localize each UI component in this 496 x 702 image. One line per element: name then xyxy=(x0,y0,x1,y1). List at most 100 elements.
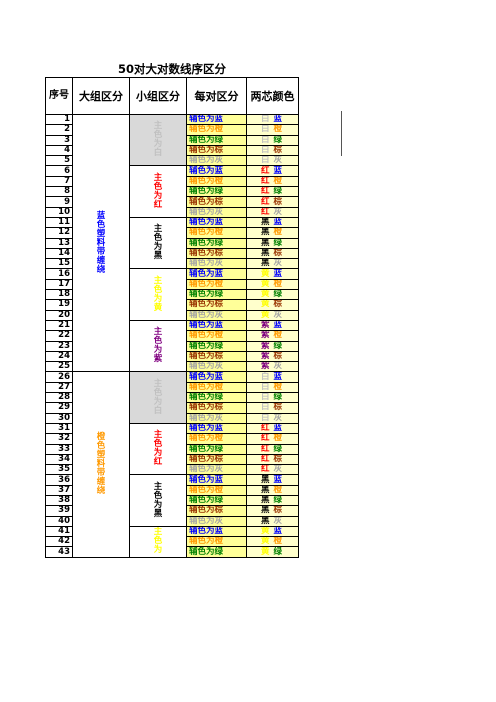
row-number: 30 xyxy=(45,412,73,424)
two-color-cell: 红棕 xyxy=(245,453,300,466)
main-color: 黄 xyxy=(261,536,270,547)
aux-color: 绿 xyxy=(273,392,283,403)
pair-cell: 辅色为蓝 xyxy=(186,113,247,126)
big-group-cell: 蓝色塑料带缠绕 xyxy=(72,113,130,373)
two-color-cell: 紫橙 xyxy=(245,330,300,342)
main-color: 黑 xyxy=(261,474,270,485)
two-color-cell: 红蓝 xyxy=(245,422,300,435)
main-color: 黑 xyxy=(261,227,270,238)
main-color: 黑 xyxy=(261,495,270,506)
aux-color: 蓝 xyxy=(273,423,283,434)
row-number: 39 xyxy=(45,505,73,517)
table-row: 19 辅色为棕黄棕 xyxy=(45,299,300,311)
main-color: 白 xyxy=(261,124,270,135)
main-color: 红 xyxy=(261,186,270,197)
aux-color: 棕 xyxy=(273,454,283,464)
pair-cell: 辅色为橙 xyxy=(186,175,247,188)
row-number: 12 xyxy=(45,227,73,239)
two-color-cell: 红绿 xyxy=(245,443,300,455)
sub-group-label: 主色为 xyxy=(153,527,163,556)
row-number: 34 xyxy=(45,453,73,466)
main-color: 黄 xyxy=(261,299,270,310)
big-group-label: 蓝色塑料带缠绕 xyxy=(96,210,106,275)
aux-color: 棕 xyxy=(273,402,283,413)
row-number: 32 xyxy=(45,433,73,445)
pair-cell: 辅色为蓝 xyxy=(186,422,247,435)
main-color: 黄 xyxy=(261,268,270,279)
main-color: 红 xyxy=(261,176,270,186)
table-row: 20 辅色为灰黄灰 xyxy=(45,309,300,321)
aux-color: 橙 xyxy=(273,433,283,444)
aux-color: 棕 xyxy=(273,196,283,207)
row-number: 26 xyxy=(45,371,73,383)
table-row: 41 主色为 辅色为蓝黄蓝 xyxy=(45,525,300,558)
row-number: 36 xyxy=(45,474,73,486)
main-color: 红 xyxy=(261,165,270,176)
two-color-cell: 黄蓝 xyxy=(245,525,300,538)
main-color: 白 xyxy=(261,382,270,392)
column-header: 小组区分 xyxy=(129,77,187,115)
row-number: 18 xyxy=(45,289,73,301)
main-color: 黑 xyxy=(261,238,270,248)
big-group-label: 橙色塑料带缠绕 xyxy=(96,432,106,497)
main-color: 黑 xyxy=(261,505,270,516)
aux-color: 蓝 xyxy=(273,217,283,228)
pair-cell: 辅色为绿 xyxy=(186,340,247,352)
main-color: 黑 xyxy=(261,258,270,269)
two-color-cell: 黑蓝 xyxy=(245,216,300,229)
row-number: 37 xyxy=(45,484,73,496)
pair-cell: 辅色为橙 xyxy=(186,381,247,394)
row-number: 28 xyxy=(45,392,73,404)
aux-color: 橙 xyxy=(273,124,283,135)
two-color-cell: 红绿 xyxy=(245,186,300,198)
pair-cell: 辅色为棕 xyxy=(186,402,247,414)
pair-cell: 辅色为灰 xyxy=(186,361,247,373)
aux-color: 橙 xyxy=(273,330,283,341)
pair-cell: 辅色为蓝 xyxy=(186,474,247,486)
pair-cell: 辅色为棕 xyxy=(186,196,247,208)
row-number: 35 xyxy=(45,464,73,476)
main-color: 红 xyxy=(261,207,270,217)
row-number: 3 xyxy=(45,134,73,146)
main-color: 黄 xyxy=(261,289,270,300)
row-number: 1 xyxy=(45,113,73,126)
two-color-cell: 黄绿 xyxy=(245,546,300,558)
main-color: 白 xyxy=(261,413,270,423)
aux-color: 棕 xyxy=(273,505,283,516)
two-color-cell: 黄蓝 xyxy=(245,268,300,280)
pair-cell: 辅色为橙 xyxy=(186,484,247,496)
two-color-cell: 红蓝 xyxy=(245,165,300,177)
aux-color: 绿 xyxy=(273,289,283,300)
two-color-cell: 黑灰 xyxy=(245,258,300,270)
aux-color: 棕 xyxy=(273,351,283,361)
main-color: 红 xyxy=(261,444,270,454)
two-color-cell: 红棕 xyxy=(245,196,300,208)
aux-color: 绿 xyxy=(273,341,283,351)
pair-cell: 辅色为灰 xyxy=(186,464,247,476)
main-color: 紫 xyxy=(261,341,270,351)
pair-cell: 辅色为橙 xyxy=(186,330,247,342)
row-number: 43 xyxy=(45,546,73,558)
two-color-cell: 黑绿 xyxy=(245,494,300,507)
row-number: 25 xyxy=(45,361,73,373)
aux-color: 蓝 xyxy=(273,526,283,537)
aux-color: 灰 xyxy=(273,413,283,423)
aux-color: 灰 xyxy=(273,516,283,526)
table-row: 43 辅色为绿黄绿 xyxy=(45,546,300,558)
pair-cell: 辅色为橙 xyxy=(186,227,247,239)
two-color-cell: 黑灰 xyxy=(245,515,300,527)
pair-cell: 辅色为灰 xyxy=(186,258,247,270)
pair-cell: 辅色为棕 xyxy=(186,505,247,517)
sub-group-cell: 主色为黑 xyxy=(129,474,187,527)
aux-color: 橙 xyxy=(273,382,283,392)
main-color: 黄 xyxy=(261,546,270,557)
pair-cell: 辅色为橙 xyxy=(186,433,247,445)
two-color-cell: 紫绿 xyxy=(245,340,300,352)
row-number: 31 xyxy=(45,422,73,435)
main-color: 红 xyxy=(261,196,270,207)
aux-color: 绿 xyxy=(273,238,283,248)
sub-group-label: 主色为白 xyxy=(153,121,163,159)
two-color-cell: 黑棕 xyxy=(245,505,300,517)
sub-group-cell: 主色为紫 xyxy=(129,319,187,373)
